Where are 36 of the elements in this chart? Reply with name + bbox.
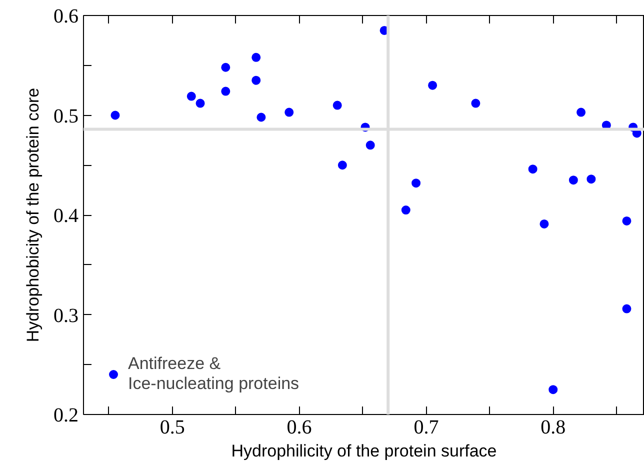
point bbox=[256, 112, 266, 122]
point bbox=[252, 52, 261, 62]
x-axis-title: Hydrophilicity of the protein surface bbox=[231, 442, 497, 460]
point bbox=[221, 62, 230, 72]
point bbox=[428, 80, 438, 90]
point bbox=[622, 216, 632, 226]
point bbox=[196, 98, 205, 108]
y-tick-label: 0.4 bbox=[54, 205, 78, 227]
point bbox=[568, 176, 578, 185]
point bbox=[548, 385, 558, 394]
point bbox=[412, 178, 421, 188]
legend-label: Antifreeze & Ice-nucleating proteins bbox=[128, 354, 300, 394]
y-tick-label: 0.6 bbox=[54, 6, 78, 28]
x-tick-label: 0.5 bbox=[160, 416, 185, 438]
point bbox=[110, 110, 120, 120]
point bbox=[284, 108, 294, 117]
y-tick-label: 0.3 bbox=[54, 304, 78, 327]
point bbox=[528, 164, 538, 174]
point bbox=[586, 174, 596, 184]
point bbox=[366, 140, 375, 150]
point bbox=[338, 160, 347, 170]
point bbox=[221, 86, 230, 96]
point bbox=[576, 108, 586, 117]
point bbox=[622, 304, 632, 314]
point bbox=[401, 206, 410, 215]
point bbox=[540, 219, 549, 228]
x-tick-label: 0.6 bbox=[286, 416, 312, 438]
point bbox=[332, 100, 342, 110]
x-tick-label: 0.7 bbox=[414, 416, 439, 438]
point bbox=[471, 98, 480, 108]
x-tick-label: 0.8 bbox=[540, 416, 566, 438]
y-axis-title: Hydrophobicity of the protein core bbox=[24, 88, 42, 342]
y-tick-label: 0.5 bbox=[54, 105, 78, 128]
y-tick-label: 0.2 bbox=[54, 404, 78, 426]
point bbox=[186, 92, 196, 101]
point bbox=[252, 76, 261, 85]
